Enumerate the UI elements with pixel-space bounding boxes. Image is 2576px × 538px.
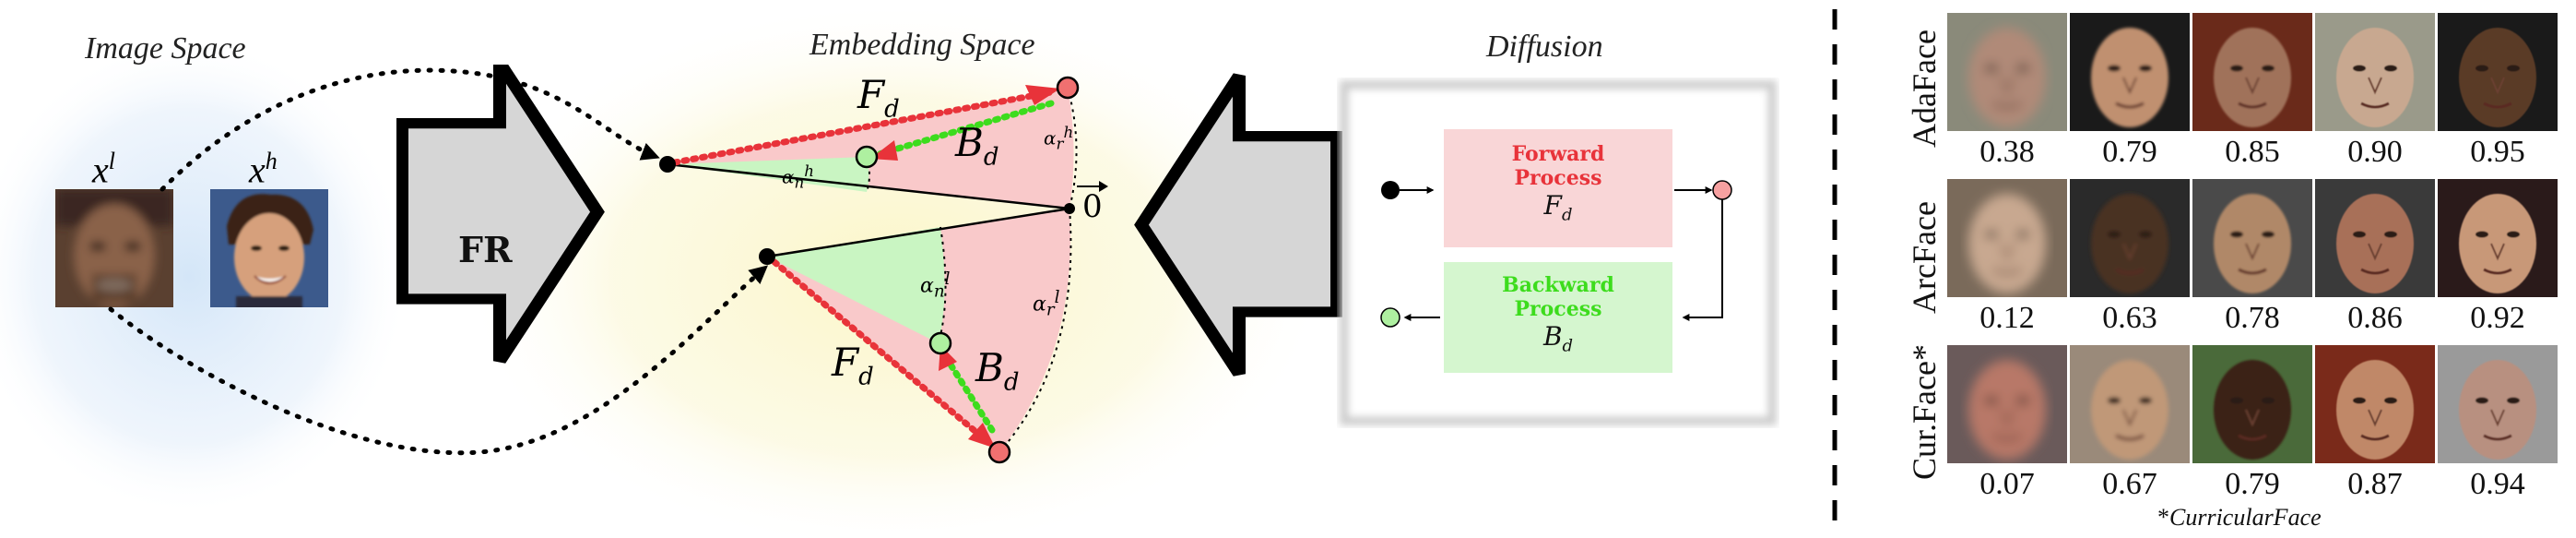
- footnote: *CurricularFace: [2157, 504, 2322, 531]
- embedding-point-high: [659, 156, 676, 173]
- high-res-face-image: [210, 189, 328, 307]
- face-thumbnail: [2070, 179, 2190, 297]
- fr-label: FR: [458, 229, 513, 270]
- arc-r-high: [1067, 87, 1078, 209]
- quality-score: 0.63: [2102, 301, 2157, 335]
- face-thumbnail: [2192, 179, 2312, 297]
- face-thumbnail: [1947, 345, 2067, 463]
- forward-process-symbol: Fd: [1543, 190, 1573, 225]
- denoised-point-low: [928, 331, 952, 355]
- arc-r-low: [998, 208, 1072, 453]
- quality-score: 0.38: [1979, 135, 2035, 169]
- quality-score: 0.92: [2470, 301, 2525, 335]
- forward-arrow-high: [671, 89, 1055, 166]
- diffusion-title: Diffusion: [1486, 30, 1603, 64]
- diffusion-noisy-node: [1712, 180, 1732, 200]
- quality-score: 0.87: [2347, 467, 2403, 501]
- quality-score: 0.78: [2225, 301, 2280, 335]
- backward-arrow-high: [872, 100, 1055, 159]
- row-label-2: Cur.Face*: [1906, 344, 1943, 480]
- embedding-space-title: Embedding Space: [809, 28, 1035, 62]
- low-res-label: xl: [92, 148, 115, 191]
- quality-score: 0.79: [2102, 135, 2157, 169]
- alpha-n-h-label: αnh: [782, 162, 814, 192]
- face-thumbnail: [2315, 13, 2435, 131]
- face-thumbnail: [2192, 345, 2312, 463]
- origin-vector-head: [1099, 181, 1108, 192]
- lower-sector-green: [767, 227, 945, 343]
- quality-score: 0.12: [1979, 301, 2035, 335]
- face-thumbnail: [2315, 179, 2435, 297]
- denoised-point-high: [855, 145, 879, 169]
- quality-score: 0.67: [2102, 467, 2157, 501]
- quality-score: 0.90: [2347, 135, 2403, 169]
- diffusion-output-node: [1380, 307, 1400, 328]
- origin-point: [1064, 203, 1075, 214]
- face-thumbnail: [1947, 179, 2067, 297]
- face-thumbnail: [2070, 345, 2190, 463]
- embedding-point-low: [759, 248, 775, 265]
- dotted-path-low: [108, 265, 769, 456]
- backward-process-line1: Backward: [1502, 273, 1614, 297]
- alpha-n-l-label: αnl: [920, 269, 951, 302]
- quality-score: 0.79: [2225, 467, 2280, 501]
- backward-label-low: Bd: [975, 345, 1020, 397]
- backward-label-high: Bd: [955, 120, 999, 172]
- row-label-1: ArcFace: [1906, 201, 1943, 314]
- quality-score: 0.07: [1979, 467, 2035, 501]
- alpha-r-h-label: αrh: [1044, 124, 1074, 153]
- forward-process-line1: Forward: [1511, 142, 1605, 166]
- backward-process-symbol: Bd: [1542, 321, 1574, 356]
- dotted-path-high: [160, 67, 660, 192]
- forward-arrow-low: [771, 258, 988, 443]
- low-res-face-image: [55, 189, 173, 307]
- face-thumbnail: [2438, 179, 2558, 297]
- face-thumbnail: [1947, 13, 2067, 131]
- face-thumbnail: [2070, 13, 2190, 131]
- image-space-glow: [0, 37, 410, 517]
- quality-score: 0.86: [2347, 301, 2403, 335]
- face-thumbnail: [2438, 345, 2558, 463]
- face-thumbnail: [2315, 345, 2435, 463]
- forward-arrowhead-high: [1025, 85, 1060, 105]
- quality-score: 0.85: [2225, 135, 2280, 169]
- forward-label-high: Fd: [857, 72, 900, 124]
- forward-label-low: Fd: [832, 340, 874, 391]
- backward-process-line2: Process: [1514, 297, 1602, 321]
- noisy-point-high: [1056, 76, 1080, 100]
- forward-process-line2: Process: [1514, 166, 1602, 190]
- high-res-label: xh: [249, 148, 278, 191]
- alpha-r-l-label: αrl: [1033, 288, 1060, 320]
- backward-arrow-low: [940, 351, 996, 434]
- origin-label: 0: [1082, 188, 1103, 225]
- diffusion-input-arrow: [1134, 73, 1342, 377]
- row-label-0: AdaFace: [1906, 30, 1943, 148]
- face-thumbnail: [2438, 13, 2558, 131]
- forward-arrowhead-low: [968, 423, 996, 448]
- fr-arrow-block: [396, 65, 605, 364]
- noisy-point-low: [987, 440, 1011, 464]
- image-space-title: Image Space: [85, 31, 246, 66]
- face-thumbnail: [2192, 13, 2312, 131]
- diffusion-loop-arrow: [1682, 199, 1723, 321]
- backward-process-box: Backward Process Bd: [1444, 262, 1672, 373]
- forward-process-box: Forward Process Fd: [1444, 129, 1672, 247]
- diffusion-input-node: [1381, 181, 1400, 199]
- ray-low: [766, 207, 1070, 258]
- quality-score: 0.95: [2470, 135, 2525, 169]
- quality-score: 0.94: [2470, 467, 2525, 501]
